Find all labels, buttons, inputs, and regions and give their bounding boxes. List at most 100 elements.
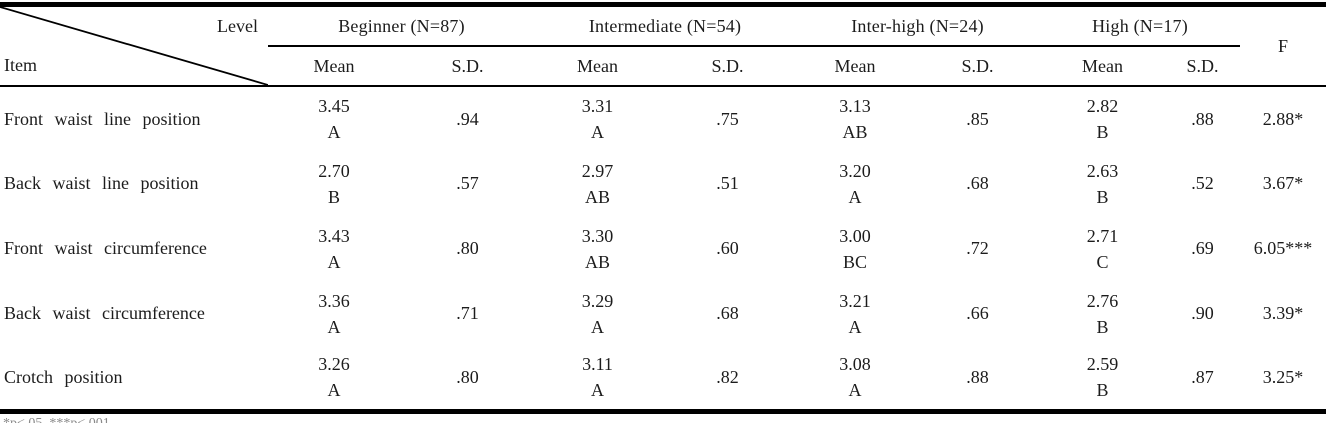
mean-cell: 3.21 A [795, 281, 915, 346]
mean-value: 3.36 [318, 290, 350, 311]
sd-cell: .51 [716, 173, 739, 193]
mean-cell: 3.11 A [535, 346, 660, 411]
group-header-inter-high: Inter-high (N=24) [795, 4, 1041, 47]
item-cell: Back waist line position [4, 173, 199, 193]
item-cell: Front waist circumference [4, 238, 207, 258]
mean-value: 2.71 [1086, 225, 1119, 246]
duncan-group: A [327, 380, 341, 401]
mean-cell: 3.31 A [535, 86, 660, 151]
duncan-group: AB [584, 251, 610, 272]
mean-cell: 3.08 A [795, 346, 915, 411]
mean-value: 3.13 [839, 96, 871, 116]
mean-cell: 2.76 B [1040, 281, 1165, 346]
sd-cell: .57 [456, 173, 479, 193]
duncan-group: A [327, 316, 341, 337]
item-cell: Crotch position [4, 366, 123, 387]
mean-value: 3.21 [839, 290, 871, 311]
group-header-beginner: Beginner (N=87) [268, 4, 535, 47]
sd-cell: .71 [456, 303, 479, 323]
mean-value: 2.70 [318, 160, 350, 181]
sd-header: S.D. [400, 46, 535, 87]
item-cell: Back waist circumference [4, 303, 205, 323]
corner-item-label: Item [4, 55, 37, 75]
mean-cell: 3.00 BC [795, 216, 915, 281]
duncan-group: B [1096, 380, 1109, 401]
mean-value: 2.59 [1086, 354, 1119, 375]
duncan-group: AB [584, 186, 610, 207]
sd-cell: .60 [716, 238, 739, 258]
corner-cell: Level Item [0, 4, 268, 87]
sd-cell: .72 [966, 238, 989, 258]
group-header-intermediate: Intermediate (N=54) [535, 4, 796, 47]
duncan-group: BC [843, 251, 868, 272]
f-cell: 6.05*** [1253, 238, 1313, 258]
mean-value: 3.45 [318, 96, 350, 116]
table-row: Back waist line position 2.70 B .57 2.97… [0, 151, 1326, 216]
mean-cell: 2.71 C [1040, 216, 1165, 281]
mean-value: 3.08 [839, 354, 871, 375]
mean-cell: 3.13 AB [795, 86, 915, 151]
sd-cell: .68 [966, 173, 989, 193]
f-column-header: F [1240, 4, 1326, 87]
group-header-high: High (N=17) [1040, 4, 1241, 47]
f-cell: 3.67* [1262, 173, 1304, 193]
sd-cell: .80 [456, 238, 479, 258]
mean-value: 2.97 [581, 160, 614, 181]
sd-cell: .68 [716, 303, 739, 323]
mean-cell: 3.36 A [268, 281, 400, 346]
mean-cell: 3.20 A [795, 151, 915, 216]
table-row: Back waist circumference 3.36 A .71 3.29… [0, 281, 1326, 346]
mean-cell: 2.63 B [1040, 151, 1165, 216]
mean-header: Mean [795, 46, 916, 87]
mean-value: 3.26 [318, 354, 350, 375]
footnote-significance: *p<.05, ***p<.001 [0, 414, 1326, 423]
duncan-group: B [327, 186, 340, 207]
sd-cell: .75 [716, 108, 739, 129]
duncan-group: A [591, 316, 604, 337]
duncan-group: C [1096, 251, 1109, 272]
header-row-stats: Mean S.D. Mean S.D. Mean S.D. Mean S.D. [0, 46, 1326, 87]
mean-value: 2.82 [1086, 96, 1119, 116]
sd-cell: .88 [1191, 108, 1214, 129]
mean-cell: 2.59 B [1040, 346, 1165, 411]
sd-cell: .80 [456, 366, 479, 387]
sd-cell: .69 [1191, 238, 1214, 258]
item-cell: Front waist line position [4, 108, 201, 129]
mean-cell: 3.26 A [268, 346, 400, 411]
sd-header: S.D. [1165, 46, 1241, 87]
sd-cell: .82 [716, 366, 739, 387]
mean-header: Mean [535, 46, 660, 87]
duncan-group: A [848, 186, 862, 207]
mean-cell: 2.97 AB [535, 151, 660, 216]
mean-value: 3.43 [318, 225, 350, 246]
sd-cell: .94 [456, 108, 479, 129]
sd-cell: .85 [966, 108, 989, 129]
mean-value: 3.30 [581, 225, 614, 246]
duncan-group: A [327, 251, 341, 272]
duncan-group: A [327, 122, 341, 142]
duncan-group: AB [842, 122, 868, 142]
duncan-group: A [848, 316, 862, 337]
mean-header: Mean [268, 46, 400, 87]
duncan-group: A [591, 122, 604, 142]
duncan-group: B [1096, 122, 1109, 142]
footnote-text: *p<.05, ***p<.001 [3, 416, 1326, 423]
mean-cell: 3.30 AB [535, 216, 660, 281]
mean-value: 3.29 [581, 290, 614, 311]
mean-cell: 2.70 B [268, 151, 400, 216]
mean-value: 3.20 [839, 160, 871, 181]
duncan-group: A [848, 380, 862, 401]
f-cell: 2.88* [1262, 108, 1304, 129]
f-cell: 3.25* [1262, 366, 1304, 387]
mean-cell: 3.45 A [268, 86, 400, 151]
mean-value: 2.76 [1086, 290, 1119, 311]
corner-level-label: Level [217, 16, 258, 36]
table-row: Front waist circumference 3.43 A .80 3.3… [0, 216, 1326, 281]
sd-cell: .90 [1191, 303, 1214, 323]
sd-cell: .87 [1191, 366, 1214, 387]
duncan-group: B [1096, 186, 1109, 207]
table-row: Front waist line position 3.45 A .94 3.3… [0, 86, 1326, 151]
mean-header: Mean [1040, 46, 1166, 87]
duncan-group: A [591, 380, 604, 401]
